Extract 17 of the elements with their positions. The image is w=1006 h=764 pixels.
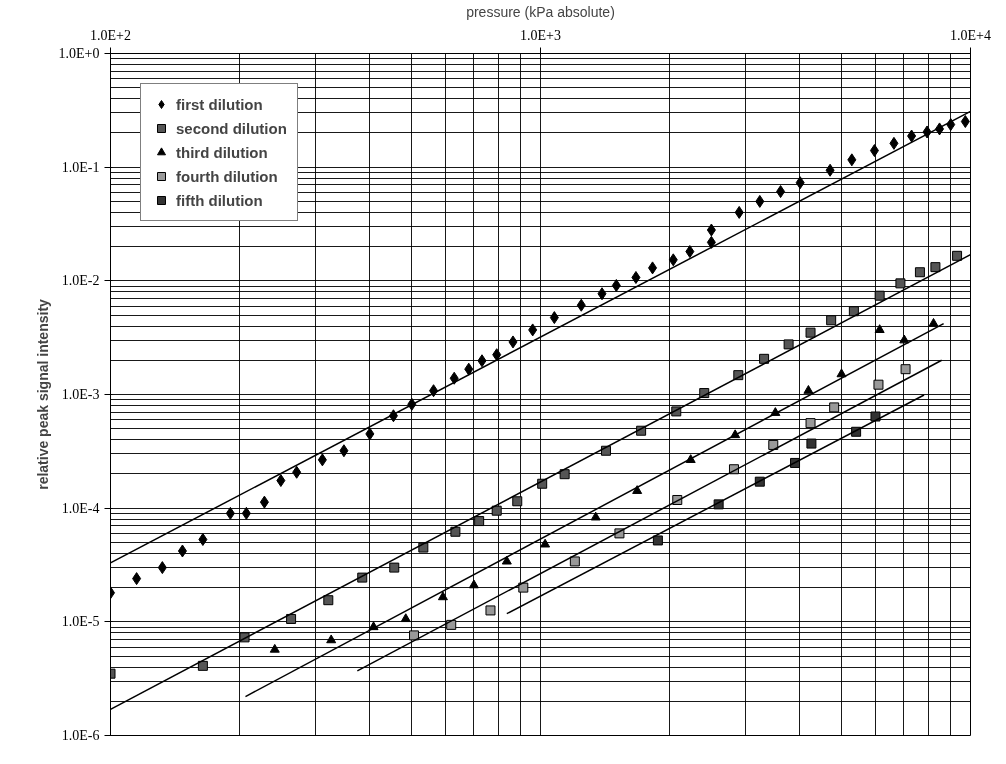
y-tick-label: 1.0E-4 <box>61 500 100 516</box>
legend-label: second dilution <box>176 119 287 137</box>
legend-label: third dilution <box>176 143 268 161</box>
y-tick-label: 1.0E-1 <box>61 159 100 175</box>
x-axis-title: pressure (kPa absolute) <box>466 3 615 20</box>
y-axis-title: relative peak signal intensity <box>34 298 51 490</box>
x-tick-label: 1.0E+2 <box>90 27 131 43</box>
y-tick-label: 1.0E-3 <box>61 387 100 402</box>
x-tick-label: 1.0E+3 <box>520 27 561 43</box>
legend-label: fourth dilution <box>176 167 278 185</box>
y-tick-label: 1.0E-6 <box>61 728 100 743</box>
y-tick-label: 1.0E-2 <box>61 273 100 289</box>
legend-label: fifth dilution <box>176 191 263 209</box>
legend-label: first dilution <box>176 95 263 113</box>
y-tick-label: 1.0E+0 <box>58 46 100 61</box>
x-tick-label: 1.0E+4 <box>950 27 991 43</box>
y-tick-label: 1.0E-5 <box>61 614 100 630</box>
